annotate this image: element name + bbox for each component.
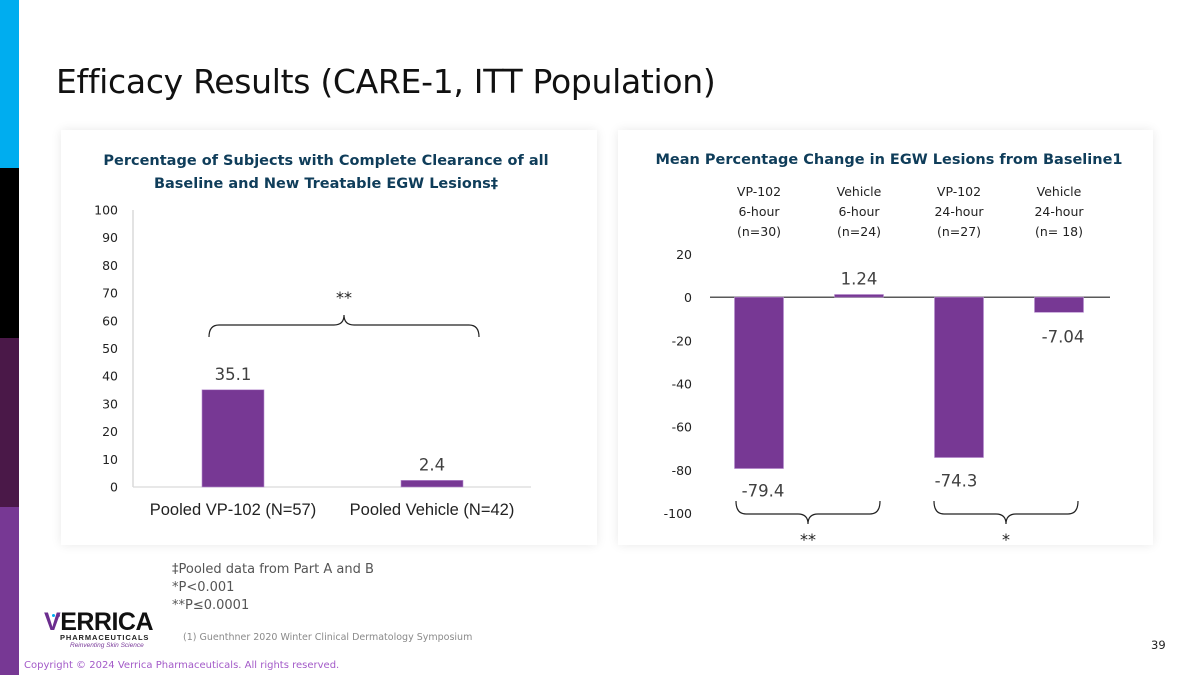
bar: [734, 296, 784, 469]
logo-v-mark: V: [44, 608, 61, 636]
page-title: Efficacy Results (CARE-1, ITT Population…: [56, 62, 716, 101]
footnotes: ‡Pooled data from Part A and B *P<0.001 …: [172, 561, 374, 615]
accent-bar-cyan: [0, 0, 19, 168]
significance-brace: [735, 500, 881, 525]
x-category-label: Pooled VP-102 (N=57): [150, 501, 316, 519]
bar: [1034, 296, 1084, 313]
category-header-line-1: VP-102: [737, 184, 781, 199]
verrica-logo: VERRICA PHARMACEUTICALS Reinventing Skin…: [38, 600, 154, 652]
bar: [201, 389, 265, 488]
y-tick-label: 10: [102, 452, 118, 467]
logo-subtitle: PHARMACEUTICALS: [60, 633, 150, 642]
bar: [834, 294, 884, 298]
logo-text: ERRICA: [60, 608, 154, 636]
chart-panel-complete-clearance: Percentage of Subjects with Complete Cle…: [61, 130, 597, 545]
y-tick-label: 60: [102, 313, 118, 328]
chart-mean-change: Mean Percentage Change in EGW Lesions fr…: [656, 152, 1123, 549]
chart-title-line-1: Percentage of Subjects with Complete Cle…: [103, 153, 548, 169]
y-tick-label: 30: [102, 396, 118, 411]
chart-title: Mean Percentage Change in EGW Lesions fr…: [656, 152, 1123, 168]
data-label: -7.04: [1042, 327, 1085, 346]
reference-citation: (1) Guenthner 2020 Winter Clinical Derma…: [183, 632, 473, 643]
y-tick-label: -60: [672, 420, 692, 435]
logo-tagline: Reinventing Skin Science: [70, 642, 144, 649]
accent-bar-black: [0, 168, 19, 338]
category-header-line-3: (n=30): [737, 224, 781, 239]
page-number: 39: [1151, 638, 1166, 652]
y-tick-label: 50: [102, 341, 118, 356]
accent-bar-dark-purple: [0, 338, 19, 507]
data-label: 35.1: [215, 365, 252, 384]
footnote-p-0001: **P≤0.0001: [172, 598, 250, 613]
y-tick-label: 90: [102, 230, 118, 245]
category-header-line-3: (n=24): [837, 224, 881, 239]
y-tick-label: -80: [672, 463, 692, 478]
category-header-line-1: Vehicle: [1037, 184, 1082, 199]
chart-complete-clearance: Percentage of Subjects with Complete Cle…: [94, 153, 548, 519]
category-header-line-3: (n=27): [937, 224, 981, 239]
data-label: 2.4: [419, 455, 445, 474]
logo-dots-icon: [52, 602, 67, 621]
significance-brace: [933, 500, 1079, 525]
bar: [400, 480, 464, 488]
significance-marker: **: [800, 530, 816, 549]
footnote-pooled: ‡Pooled data from Part A and B: [172, 562, 374, 577]
category-header-line-1: Vehicle: [837, 184, 882, 199]
chart-title-line-2: Baseline and New Treatable EGW Lesions‡: [154, 176, 498, 192]
category-header-line-3: (n= 18): [1035, 224, 1083, 239]
y-tick-label: -100: [664, 506, 692, 521]
category-header-line-2: 24-hour: [1034, 204, 1084, 219]
data-label: -74.3: [935, 472, 978, 491]
y-tick-label: -40: [672, 377, 692, 392]
category-header-line-2: 24-hour: [934, 204, 984, 219]
y-tick-label: 0: [110, 480, 118, 495]
chart-panel-mean-change: Mean Percentage Change in EGW Lesions fr…: [618, 130, 1153, 549]
y-tick-label: 70: [102, 286, 118, 301]
accent-bar-purple: [0, 507, 19, 675]
category-header-line-1: VP-102: [937, 184, 981, 199]
y-tick-label: 100: [94, 203, 118, 218]
x-category-label: Pooled Vehicle (N=42): [350, 501, 515, 519]
footnote-p-001: *P<0.001: [172, 580, 235, 595]
y-tick-label: 0: [684, 290, 692, 305]
bar: [934, 296, 984, 458]
category-header-line-2: 6-hour: [838, 204, 880, 219]
data-label: 1.24: [841, 269, 878, 288]
y-tick-label: 40: [102, 369, 118, 384]
y-tick-label: -20: [672, 333, 692, 348]
data-label: -79.4: [742, 482, 785, 501]
y-tick-label: 20: [102, 424, 118, 439]
y-tick-label: 20: [676, 247, 692, 262]
copyright-notice: Copyright © 2024 Verrica Pharmaceuticals…: [24, 660, 340, 671]
logo-wordmark: VERRICA: [44, 608, 154, 637]
significance-brace: [208, 314, 480, 338]
category-header-line-2: 6-hour: [738, 204, 780, 219]
y-tick-label: 80: [102, 258, 118, 273]
significance-marker: **: [336, 288, 352, 307]
significance-marker: *: [1002, 530, 1010, 549]
